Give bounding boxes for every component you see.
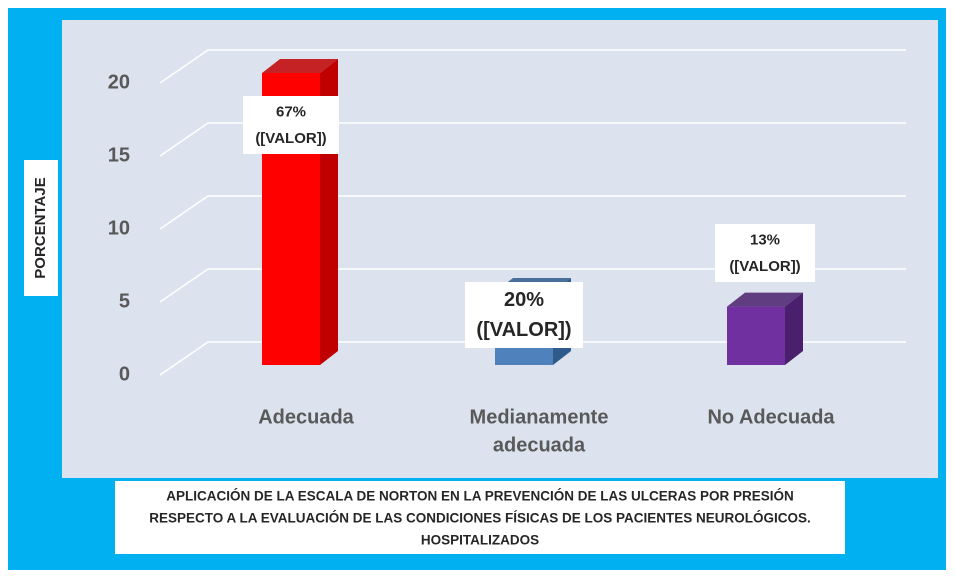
data-label: 67% (276, 103, 306, 120)
grid-line (159, 195, 906, 230)
x-tick-label: Medianamente (470, 406, 609, 428)
data-label-box (465, 282, 583, 348)
title-box (115, 481, 845, 554)
bar (727, 306, 785, 365)
chart-title: APLICACIÓN DE LA ESCALA DE NORTON EN LA … (166, 489, 794, 504)
bar-top (727, 292, 803, 307)
data-label: ([VALOR]) (729, 258, 800, 275)
data-label: ([VALOR]) (476, 319, 571, 341)
x-tick-label: No Adecuada (707, 406, 835, 428)
bar-top (262, 59, 338, 73)
y-tick-label: 10 (108, 217, 130, 239)
data-label: 13% (750, 231, 780, 248)
data-label: 20% (504, 289, 544, 311)
grid-line (159, 268, 906, 303)
grid-line (159, 49, 906, 84)
chart-title: RESPECTO A LA EVALUACIÓN DE LAS CONDICIO… (149, 511, 811, 526)
x-tick-label: Adecuada (258, 406, 354, 428)
data-label: ([VALOR]) (255, 130, 326, 147)
x-tick-label: adecuada (493, 434, 586, 456)
ylabel-box (24, 160, 58, 296)
y-tick-label: 20 (108, 71, 130, 93)
y-tick-label: 0 (119, 363, 130, 385)
bar-side (785, 292, 803, 365)
y-tick-label: 5 (119, 290, 130, 312)
grid-line (159, 341, 906, 376)
y-tick-label: 15 (108, 144, 130, 166)
data-label-box (715, 224, 815, 282)
y-axis-label: PORCENTAJE (32, 177, 49, 278)
chart-title: HOSPITALIZADOS (421, 533, 539, 548)
grid-line (159, 122, 906, 157)
data-label-box (243, 96, 339, 154)
